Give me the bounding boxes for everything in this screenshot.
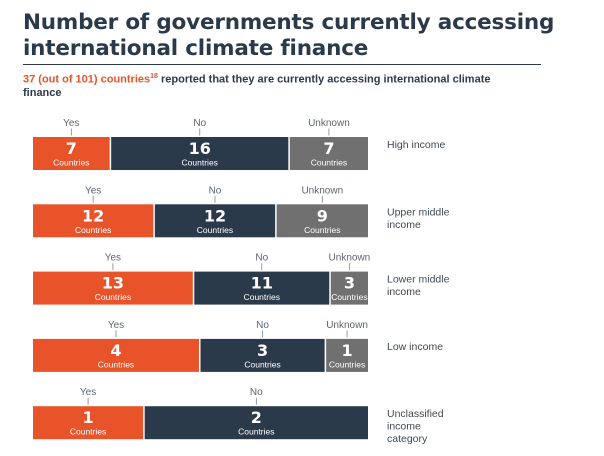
- chart-title: Number of governments currently accessin…: [23, 10, 555, 61]
- value-label-lower-middle-income-unknown: 3: [344, 274, 355, 293]
- value-label-low-income-unknown: 1: [341, 341, 352, 360]
- unit-label-lower-middle-income-unknown: Countries: [331, 292, 367, 302]
- unit-label-unclassified-income-category-yes: Countries: [70, 427, 106, 437]
- value-label-unclassified-income-category-no: 2: [251, 408, 262, 427]
- bar-low-income-unknown: [326, 338, 369, 372]
- category-label-low-income-no: No: [256, 320, 269, 331]
- bar-upper-middle-income-unknown: [276, 204, 368, 238]
- bar-high-income-yes: [33, 137, 110, 170]
- group-label-upper-middle-income: Upper middle income: [387, 206, 450, 231]
- bar-lower-middle-income-no: [194, 271, 330, 305]
- category-label-lower-middle-income-no: No: [255, 253, 268, 264]
- unit-label-high-income-unknown: Countries: [311, 158, 347, 168]
- category-label-unclassified-income-category-yes: Yes: [80, 387, 96, 398]
- bar-unclassified-income-category-no: [144, 406, 368, 440]
- value-label-upper-middle-income-yes: 12: [82, 206, 104, 225]
- value-label-high-income-no: 16: [189, 139, 211, 158]
- unit-label-lower-middle-income-no: Countries: [244, 292, 280, 302]
- subtitle-text: reported that they are currently accessi…: [23, 73, 491, 99]
- unit-label-low-income-unknown: Countries: [329, 359, 365, 369]
- category-label-lower-middle-income-yes: Yes: [105, 253, 121, 264]
- unit-label-low-income-yes: Countries: [98, 359, 134, 369]
- category-label-low-income-yes: Yes: [108, 320, 124, 331]
- chart-subtitle: 37 (out of 101) countries18 reported tha…: [23, 70, 493, 100]
- unit-label-upper-middle-income-yes: Countries: [75, 225, 111, 235]
- bar-high-income-unknown: [289, 137, 368, 170]
- category-label-unclassified-income-category-no: No: [250, 387, 263, 398]
- group-label-low-income: Low income: [387, 341, 443, 353]
- bar-high-income-no: [111, 137, 289, 170]
- bar-low-income-no: [200, 338, 325, 372]
- group-label-high-income: High income: [387, 139, 446, 151]
- value-label-high-income-unknown: 7: [323, 139, 334, 158]
- bar-lower-middle-income-unknown: [330, 271, 368, 305]
- group-label-unclassified-income-category: Unclassified income category: [387, 408, 444, 445]
- value-label-low-income-yes: 4: [110, 341, 121, 360]
- category-label-upper-middle-income-yes: Yes: [85, 185, 101, 196]
- value-label-low-income-no: 3: [257, 341, 268, 360]
- bar-low-income-yes: [33, 338, 199, 372]
- category-label-lower-middle-income-unknown: Unknown: [329, 253, 371, 264]
- unit-label-high-income-no: Countries: [182, 158, 218, 168]
- group-label-lower-middle-income: Lower middle income: [387, 274, 450, 299]
- category-label-low-income-unknown: Unknown: [326, 320, 368, 331]
- category-label-high-income-no: No: [193, 118, 206, 129]
- bar-upper-middle-income-no: [154, 204, 276, 238]
- bar-lower-middle-income-yes: [33, 271, 193, 305]
- subtitle-highlight: 37 (out of 101) countries: [23, 73, 151, 86]
- category-label-high-income-unknown: Unknown: [308, 118, 350, 129]
- unit-label-upper-middle-income-no: Countries: [197, 225, 233, 235]
- value-label-high-income-yes: 7: [66, 139, 77, 158]
- unit-label-lower-middle-income-yes: Countries: [95, 292, 131, 302]
- footnote-ref: 18: [150, 73, 158, 80]
- value-label-unclassified-income-category-yes: 1: [83, 408, 94, 427]
- bar-unclassified-income-category-yes: [33, 406, 144, 440]
- unit-label-low-income-no: Countries: [244, 359, 280, 369]
- unit-label-upper-middle-income-unknown: Countries: [304, 225, 340, 235]
- value-label-lower-middle-income-no: 11: [251, 274, 273, 293]
- category-label-high-income-yes: Yes: [63, 118, 79, 129]
- value-label-lower-middle-income-yes: 13: [102, 274, 124, 293]
- value-label-upper-middle-income-unknown: 9: [317, 206, 328, 225]
- unit-label-high-income-yes: Countries: [53, 158, 89, 168]
- category-label-upper-middle-income-no: No: [209, 185, 222, 196]
- unit-label-unclassified-income-category-no: Countries: [238, 427, 274, 437]
- title-divider: [23, 64, 541, 65]
- bar-upper-middle-income-yes: [33, 204, 154, 238]
- category-label-upper-middle-income-unknown: Unknown: [301, 185, 343, 196]
- value-label-upper-middle-income-no: 12: [204, 206, 226, 225]
